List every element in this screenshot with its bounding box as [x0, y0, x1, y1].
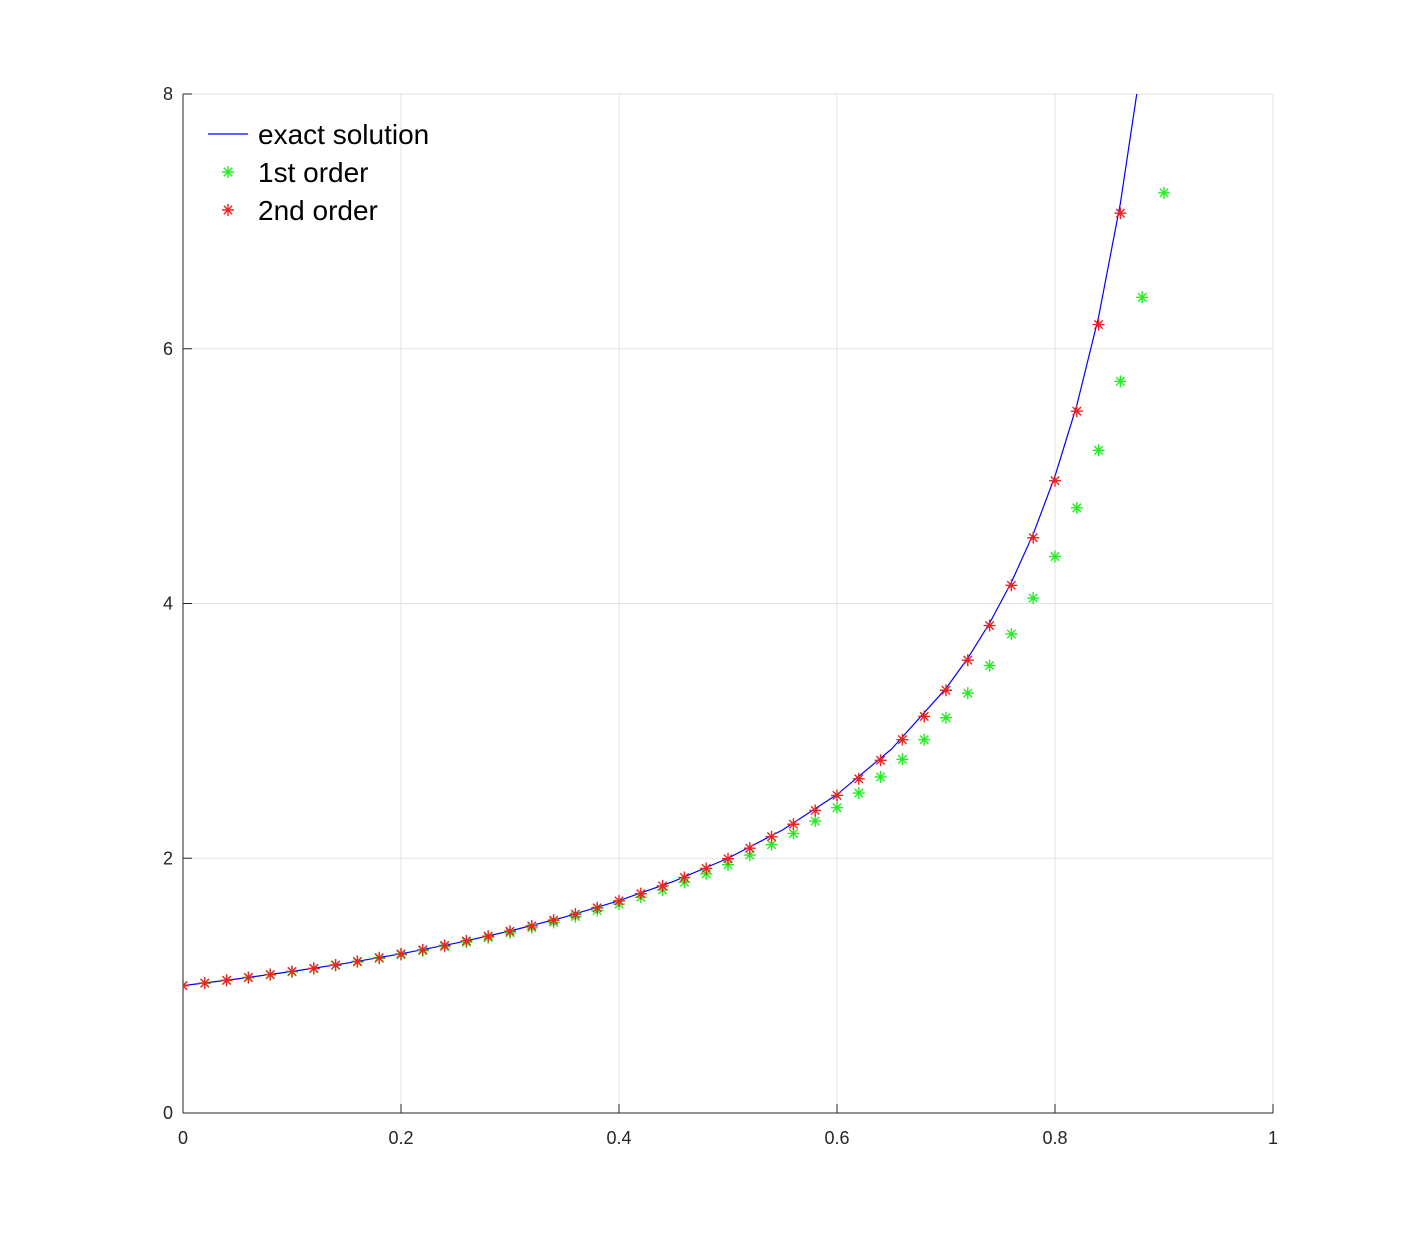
- x-tick-label: 0.6: [824, 1128, 849, 1148]
- star-marker: [961, 654, 974, 667]
- plot-layer: [183, 94, 1170, 992]
- star-marker: [765, 830, 778, 843]
- legend-label: 1st order: [258, 157, 369, 188]
- star-marker: [395, 947, 407, 960]
- star-marker: [743, 842, 756, 855]
- y-tick-label: 4: [163, 594, 173, 614]
- star-marker: [983, 619, 996, 632]
- legend-label: exact solution: [258, 119, 429, 150]
- star-marker: [351, 955, 364, 968]
- y-tick-label: 6: [163, 339, 173, 359]
- star-marker: [504, 925, 516, 938]
- star-marker: [743, 849, 756, 862]
- star-marker: [940, 684, 952, 697]
- star-marker: [460, 934, 473, 947]
- star-marker: [307, 962, 320, 975]
- star-marker: [852, 787, 865, 800]
- y-tick-label: 8: [163, 84, 173, 104]
- star-marker: [220, 974, 233, 987]
- star-marker: [373, 951, 386, 964]
- star-marker: [896, 733, 909, 746]
- star-marker: [678, 871, 691, 884]
- x-tick-label: 0.4: [606, 1128, 631, 1148]
- star-marker: [198, 977, 211, 990]
- x-tick-label: 1: [1268, 1128, 1278, 1148]
- star-marker: [1005, 579, 1018, 592]
- star-marker: [918, 733, 931, 746]
- star-marker: [329, 958, 342, 971]
- star-marker: [874, 770, 887, 783]
- star-marker: [634, 887, 647, 900]
- star-marker: [1092, 318, 1105, 331]
- star-marker: [700, 862, 713, 875]
- y-tick-label: 2: [163, 848, 173, 868]
- star-marker: [896, 753, 909, 766]
- star-marker: [613, 894, 625, 907]
- star-marker: [722, 852, 734, 865]
- star-marker: [1070, 405, 1083, 418]
- star-marker: [547, 914, 560, 927]
- star-marker: [1070, 501, 1083, 514]
- star-marker: [286, 965, 298, 978]
- star-marker: [983, 659, 996, 672]
- star-marker: [591, 901, 604, 914]
- legend-swatch: [222, 204, 234, 216]
- star-marker: [1005, 628, 1018, 641]
- star-marker: [242, 971, 255, 984]
- exact-line: [183, 94, 1138, 987]
- legend-label: 2nd order: [258, 195, 378, 226]
- star-marker: [940, 711, 952, 724]
- star-marker: [765, 838, 778, 851]
- star-marker: [438, 939, 451, 952]
- star-marker: [918, 710, 931, 723]
- star-marker: [1136, 291, 1149, 304]
- star-marker: [656, 879, 669, 892]
- star-marker: [831, 801, 843, 814]
- star-marker: [961, 687, 974, 700]
- star-marker: [787, 827, 800, 840]
- star-marker: [1049, 474, 1061, 487]
- star-marker: [482, 930, 495, 943]
- star-marker: [809, 815, 822, 828]
- star-marker: [874, 754, 887, 767]
- star-marker: [525, 919, 538, 932]
- star-marker: [1027, 592, 1040, 605]
- x-tick-label: 0: [178, 1128, 188, 1148]
- star-marker: [1027, 531, 1040, 544]
- star-marker: [1114, 375, 1127, 388]
- y-tick-label: 0: [163, 1103, 173, 1123]
- star-marker: [852, 772, 865, 785]
- star-marker: [569, 908, 582, 921]
- legend-swatch: [222, 166, 234, 178]
- x-tick-label: 0.8: [1042, 1128, 1067, 1148]
- star-marker: [416, 943, 429, 956]
- star-marker: [1114, 207, 1127, 220]
- star-marker: [831, 789, 843, 802]
- x-tick-label: 0.2: [388, 1128, 413, 1148]
- star-marker: [183, 979, 189, 992]
- star-marker: [787, 818, 800, 831]
- star-marker: [1092, 444, 1105, 457]
- star-marker: [809, 804, 822, 817]
- star-marker: [264, 968, 277, 981]
- star-marker: [1158, 186, 1170, 199]
- star-marker: [1049, 550, 1061, 563]
